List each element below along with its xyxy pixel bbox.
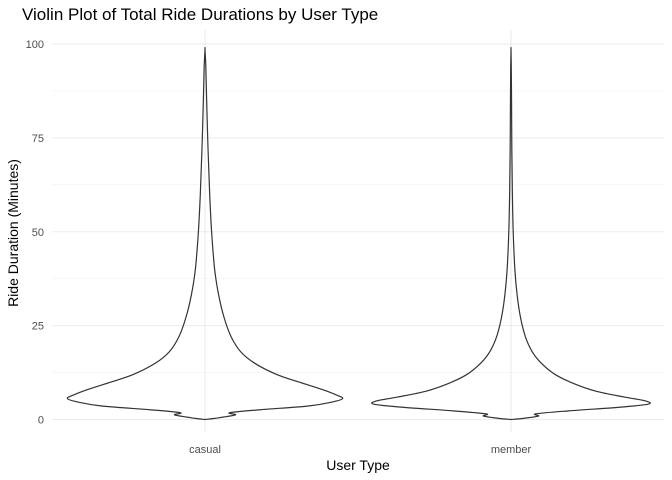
chart-title: Violin Plot of Total Ride Durations by U…	[22, 5, 378, 24]
y-tick-label: 100	[26, 39, 44, 51]
grid	[52, 30, 664, 432]
y-tick-label: 25	[32, 321, 44, 333]
y-tick-label: 75	[32, 133, 44, 145]
x-axis-ticks: casual member	[189, 444, 531, 456]
y-tick-label: 50	[32, 227, 44, 239]
x-tick-label: member	[491, 444, 532, 456]
y-axis-title: Ride Duration (Minutes)	[5, 159, 21, 307]
y-tick-label: 0	[38, 415, 44, 427]
violins	[66, 46, 651, 421]
y-axis-ticks: 0 25 50 75 100	[26, 39, 44, 427]
x-axis-title: User Type	[326, 457, 390, 473]
violin-member	[371, 46, 651, 421]
violin-casual	[66, 46, 344, 421]
x-tick-label: casual	[189, 444, 221, 456]
